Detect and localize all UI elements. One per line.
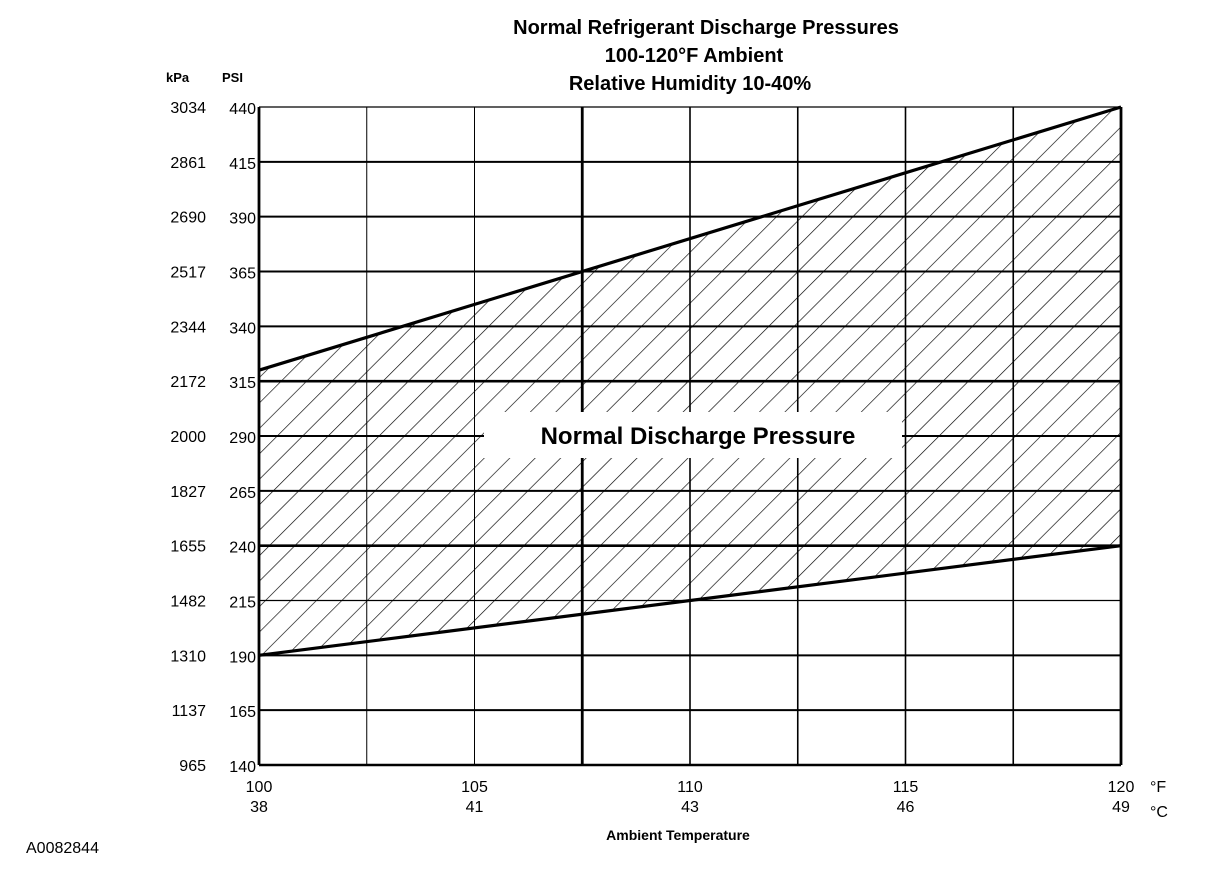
x-axis-label: Ambient Temperature: [606, 827, 750, 843]
band-label-background: [484, 412, 902, 458]
y-tick-kpa: 2861: [170, 155, 206, 172]
y-tick-psi: 190: [229, 649, 256, 666]
y-tick-psi: 390: [229, 211, 256, 228]
y-tick-psi: 415: [229, 156, 256, 173]
y-tick-kpa: 1310: [170, 648, 206, 665]
x-tick-celsius: 38: [250, 799, 268, 816]
x-tick-fahrenheit: 120: [1108, 779, 1135, 796]
y-tick-psi: 440: [229, 101, 256, 118]
y-tick-kpa: 1482: [170, 594, 206, 611]
series-line-upper-limit: [258, 105, 1122, 372]
x-tick-fahrenheit: 115: [893, 779, 919, 796]
y-tick-kpa: 965: [179, 758, 206, 775]
y-tick-psi: 265: [229, 485, 256, 502]
y-axis-label-kpa: kPa: [166, 70, 190, 85]
chart-title-line-2: 100-120°F Ambient: [605, 45, 784, 67]
y-tick-kpa: 1137: [172, 703, 207, 720]
y-tick-psi: 240: [229, 540, 256, 557]
x-tick-celsius: 41: [466, 799, 484, 816]
y-tick-psi: 165: [229, 704, 256, 721]
y-tick-psi: 215: [229, 595, 256, 612]
chart-title-line-1: Normal Refrigerant Discharge Pressures: [513, 17, 899, 39]
y-tick-kpa: 2690: [170, 210, 206, 227]
series-line-lower-limit: [258, 544, 1122, 657]
y-tick-kpa: 1655: [170, 539, 206, 556]
x-tick-celsius: 43: [681, 799, 699, 816]
y-tick-kpa: 1827: [170, 484, 206, 501]
x-tick-fahrenheit: 105: [461, 779, 488, 796]
chart-title-line-3: Relative Humidity 10-40%: [569, 73, 812, 95]
x-tick-fahrenheit: 100: [246, 779, 273, 796]
y-tick-psi: 315: [229, 375, 256, 392]
y-tick-psi: 340: [229, 320, 256, 337]
x-tick-celsius: 46: [897, 799, 915, 816]
x-unit-f: °F: [1150, 779, 1166, 796]
x-tick-fahrenheit: 110: [677, 779, 703, 796]
band-label: Normal Discharge Pressure: [541, 423, 856, 450]
x-unit-c: °C: [1150, 804, 1168, 821]
figure-id: A0082844: [26, 840, 99, 857]
y-tick-kpa: 2344: [170, 319, 206, 336]
y-tick-psi: 290: [229, 430, 256, 447]
y-tick-psi: 365: [229, 266, 256, 283]
x-tick-celsius: 49: [1112, 799, 1130, 816]
y-tick-kpa: 3034: [170, 100, 206, 117]
y-tick-kpa: 2517: [170, 265, 206, 282]
y-axis-label-psi: PSI: [222, 70, 243, 85]
y-tick-psi: 140: [229, 759, 256, 776]
y-tick-kpa: 2172: [170, 374, 206, 391]
y-tick-kpa: 2000: [170, 429, 206, 446]
